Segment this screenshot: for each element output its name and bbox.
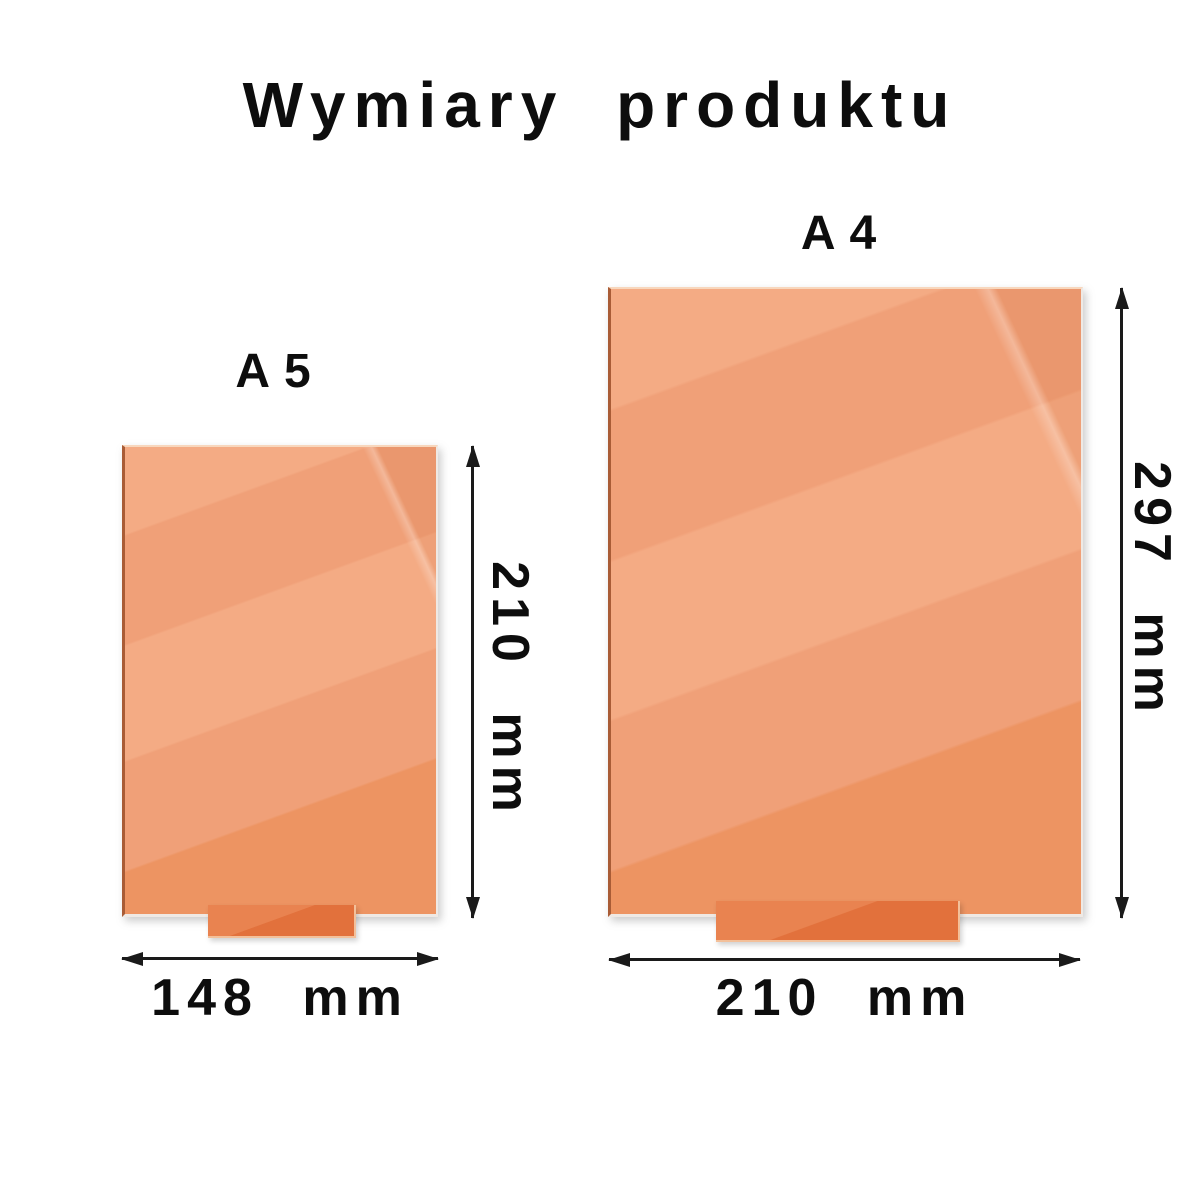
height-arrow-a5: [471, 446, 474, 918]
width-dimension-label-a4: 210 mm: [715, 969, 974, 1027]
width-arrow-a5: [122, 957, 438, 960]
width-arrow-a4: [609, 958, 1080, 961]
panel-stand-a4: [716, 901, 960, 942]
panel-a4: [608, 287, 1083, 917]
width-dimension-label-a5: 148 mm: [151, 969, 409, 1027]
page-title: Wymiary produktu: [242, 69, 958, 141]
height-dimension-label-a4: 297 mm: [1123, 461, 1181, 719]
panel-a5: [122, 445, 438, 917]
panel-stand-a5: [208, 905, 356, 938]
height-dimension-label-a5: 210 mm: [481, 561, 539, 819]
size-label-a5: A5: [235, 345, 325, 398]
height-arrow-a4: [1120, 288, 1123, 918]
size-label-a4: A4: [800, 207, 891, 260]
